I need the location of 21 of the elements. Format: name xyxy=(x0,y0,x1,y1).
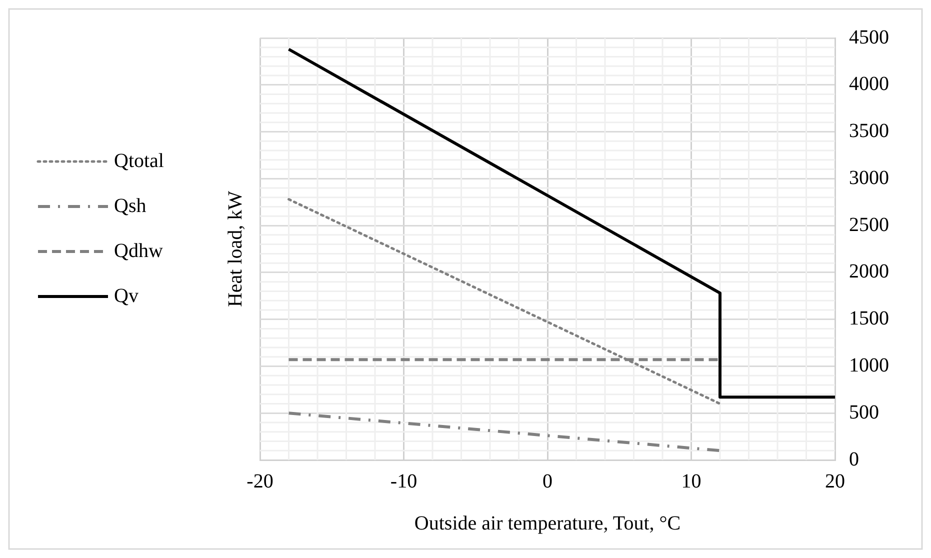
legend-label: Qsh xyxy=(114,194,146,217)
y-tick-label: 3000 xyxy=(849,166,889,189)
y-tick-label: 1000 xyxy=(849,354,889,376)
x-axis-title: Outside air temperature, Tout, °C xyxy=(414,512,681,534)
y-tick-label: 2000 xyxy=(849,260,889,283)
x-tick-label: 10 xyxy=(681,470,702,492)
y-tick-label: 4000 xyxy=(849,73,889,96)
y-tick-label: 4500 xyxy=(849,26,889,48)
legend-label: Qdhw xyxy=(114,240,164,262)
x-tick-label: 0 xyxy=(542,470,552,492)
y-tick-label: 3500 xyxy=(849,120,889,142)
x-tick-label: 20 xyxy=(825,470,845,492)
legend-label: Qv xyxy=(114,284,138,307)
legend-label: Qtotal xyxy=(114,150,164,172)
y-tick-label: 0 xyxy=(849,448,859,470)
x-tick-label: -20 xyxy=(246,470,274,492)
x-tick-label: -10 xyxy=(390,470,418,492)
y-tick-label: 500 xyxy=(849,401,879,424)
y-tick-label: 2500 xyxy=(849,214,889,236)
y-axis-title: Heat load, kW xyxy=(224,190,246,308)
y-tick-label: 1500 xyxy=(849,308,889,330)
